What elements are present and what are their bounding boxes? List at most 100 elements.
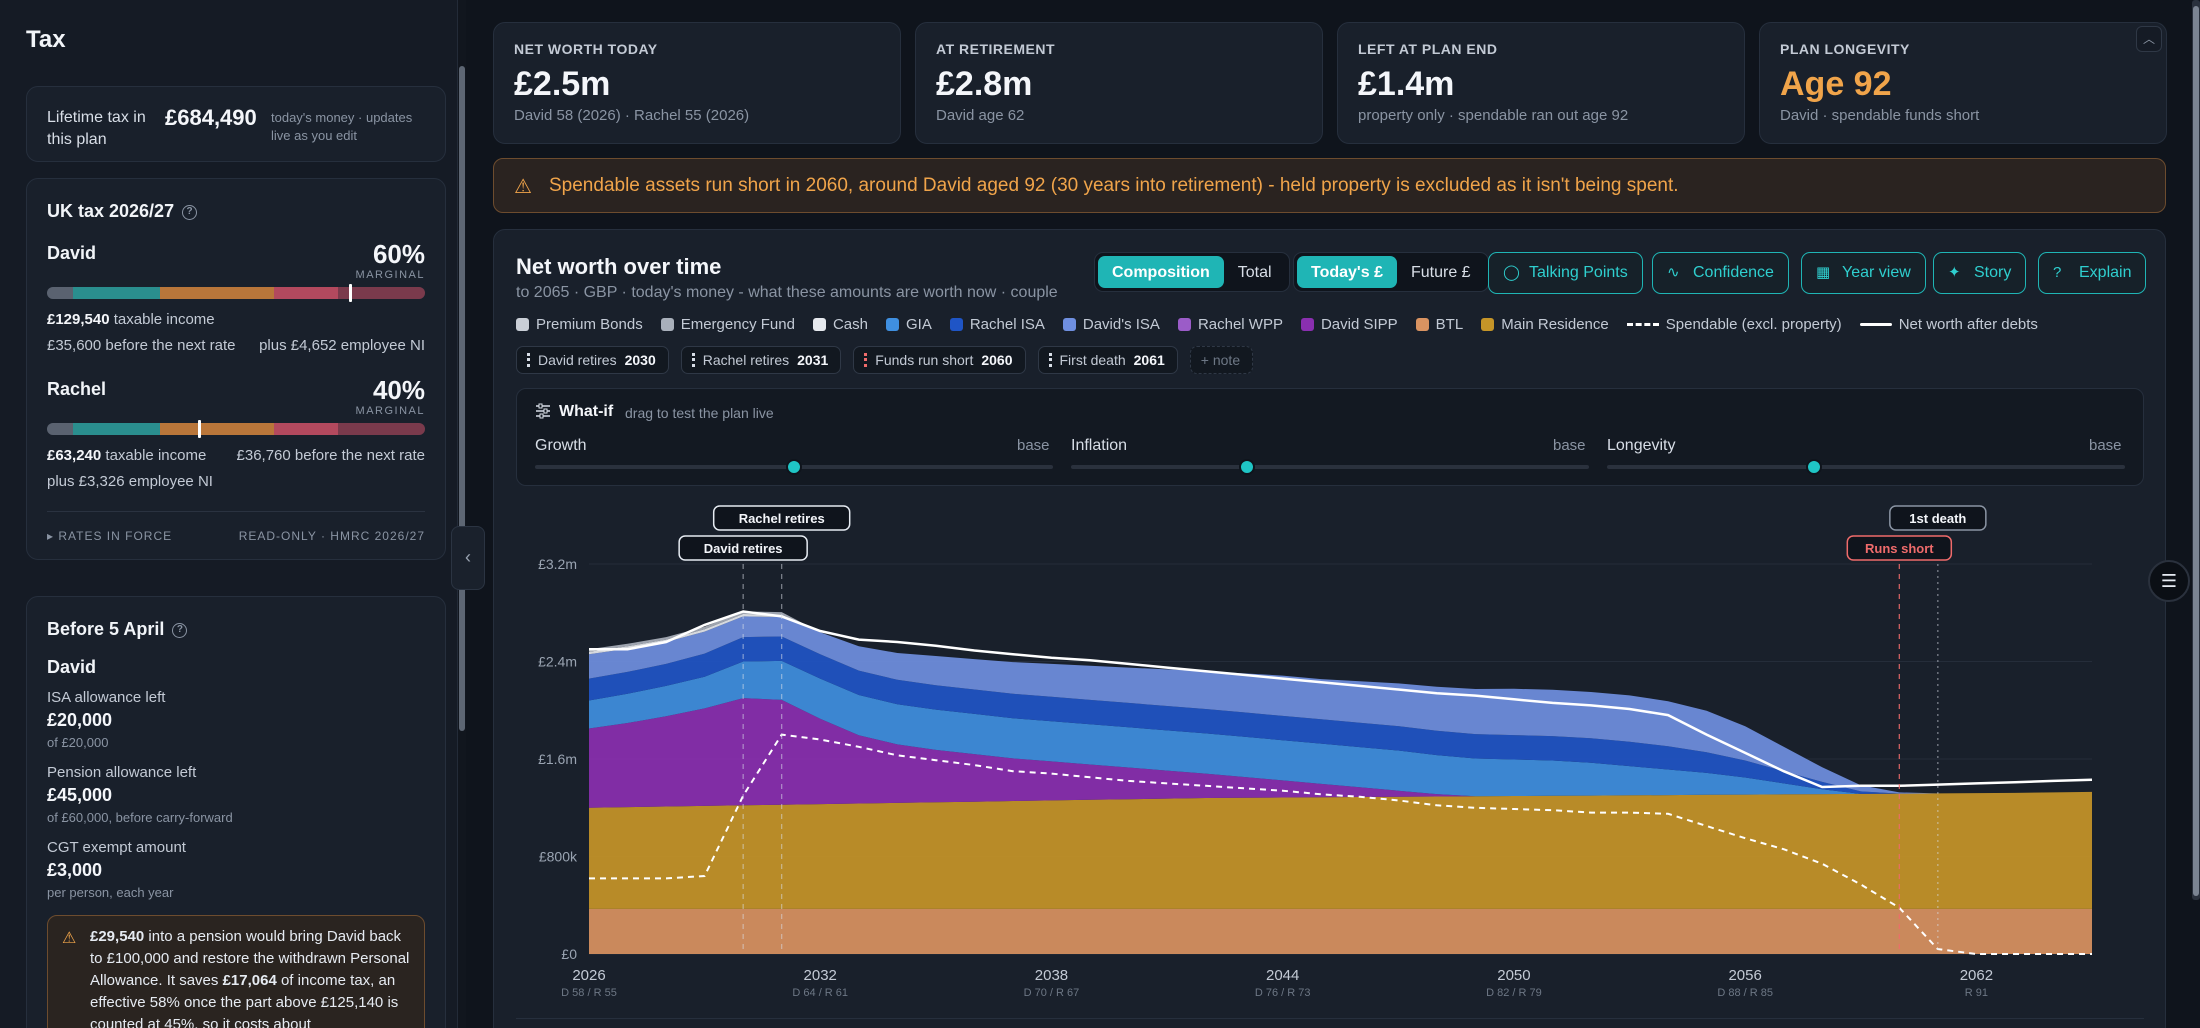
x-tick-label: 2062 [1960, 967, 1993, 984]
area-rachel-isa [589, 636, 2092, 794]
marginal-rate-david: 60% [372, 239, 425, 269]
todays-money-tab[interactable]: Today's £ [1297, 256, 1397, 288]
legend-item[interactable]: David SIPP [1300, 316, 1398, 333]
legend-item[interactable]: Cash [812, 316, 868, 333]
talking-points-button[interactable]: ◯ Talking Points [1488, 252, 1643, 294]
legend-item[interactable]: David's ISA [1062, 316, 1160, 333]
tax-band-bar-rachel [47, 423, 425, 435]
legend-item[interactable]: Spendable (excl. property) [1626, 316, 1842, 333]
before-april-title: Before 5 April? [47, 619, 188, 640]
spendable-line [589, 733, 2092, 955]
drag-handle-icon [1048, 353, 1052, 367]
confidence-button[interactable]: ∿ Confidence [1652, 252, 1789, 294]
add-note-button[interactable]: + note [1189, 346, 1254, 374]
event-marker-label: Rachel retires [739, 511, 825, 526]
net-worth-line [589, 610, 2093, 789]
lifetime-tax-note: today's money · updates live as you edit [271, 110, 413, 143]
inflation-slider-knob[interactable] [1239, 459, 1256, 475]
area-david-sipp [589, 698, 2092, 808]
kpi-value: £1.4m [1358, 65, 1455, 103]
legend-line-swatch [1859, 323, 1892, 326]
legend-label: Premium Bonds [536, 316, 643, 333]
longevity-slider-track[interactable] [1607, 465, 2125, 469]
pension-tip-text: £29,540 into a pension would bring David… [90, 928, 410, 1028]
y-tick-label: £0 [561, 946, 577, 962]
y-tick-label: £3.2m [538, 556, 577, 572]
chat-icon: ◯ [1503, 264, 1520, 281]
rates-in-force-toggle[interactable]: ▸ RATES IN FORCE [47, 529, 173, 543]
longevity-slider-knob[interactable] [1806, 459, 1823, 475]
sparkle-icon: ✦ [1948, 264, 1961, 281]
growth-slider-knob[interactable] [786, 459, 802, 475]
main-scroll-thumb[interactable] [2193, 6, 2199, 896]
x-tick-sublabel: D 64 / R 61 [792, 987, 848, 999]
explain-button[interactable]: ? Explain [2038, 252, 2147, 294]
story-button[interactable]: ✦ Story [1933, 252, 2027, 294]
legend-item[interactable]: BTL [1415, 316, 1463, 333]
legend-item[interactable]: Net worth after debts [1859, 316, 2038, 333]
x-tick-label: 2050 [1497, 967, 1530, 984]
help-icon[interactable]: ? [172, 622, 188, 638]
floating-menu-button[interactable]: ☰ [2148, 560, 2190, 602]
event-marker-badge [1846, 535, 1953, 561]
legend-item[interactable]: Rachel ISA [949, 316, 1045, 333]
what-if-panel: What-if drag to test the plan live Growt… [516, 388, 2144, 486]
legend-item[interactable]: Emergency Fund [660, 316, 795, 333]
chip-rachel-retires[interactable]: Rachel retires 2031 [680, 346, 842, 374]
shortfall-alert-text: Spendable assets run short in 2060, arou… [549, 175, 1679, 196]
legend-label: Emergency Fund [680, 316, 795, 333]
y-tick-label: £1.6m [538, 751, 577, 767]
isa-allowance-value: £20,000 [47, 710, 113, 730]
what-if-hint: drag to test the plan live [625, 405, 774, 421]
chip-funds-run-short[interactable]: Funds run short 2060 [853, 346, 1026, 374]
event-marker-badge [1889, 505, 1987, 531]
inflation-slider-track[interactable] [1071, 465, 1589, 469]
help-icon[interactable]: ? [182, 204, 198, 220]
panel-divider [516, 1018, 2144, 1019]
kpi-sub: David age 62 [936, 107, 1025, 124]
chevron-left-icon: ‹ [465, 547, 471, 567]
sidebar-scroll-thumb[interactable] [459, 66, 465, 731]
chevron-up-icon: ︿ [2142, 32, 2155, 46]
kpi-at-retirement: AT RETIREMENT £2.8m David age 62 [915, 22, 1323, 144]
area-gia [589, 660, 2092, 797]
kpi-plan-longevity: PLAN LONGEVITY Age 92 David · spendable … [1759, 22, 2167, 144]
x-tick-label: 2026 [572, 967, 605, 984]
legend-label: Spendable (excl. property) [1665, 316, 1842, 333]
taxable-income-david: £129,540 taxable income [47, 311, 215, 328]
view-mode-toggle: Composition Total [1094, 252, 1290, 292]
year-view-button[interactable]: ▦ Year view [1801, 252, 1926, 294]
collapse-sidebar-button[interactable]: ‹ [451, 526, 485, 590]
legend-label: Rachel WPP [1197, 316, 1283, 333]
help-circle-icon: ? [2053, 264, 2062, 281]
area-btl [589, 908, 2092, 954]
composition-tab[interactable]: Composition [1098, 256, 1224, 288]
legend-item[interactable]: Rachel WPP [1177, 316, 1283, 333]
kpi-net-worth-today: NET WORTH TODAY £2.5m David 58 (2026) · … [493, 22, 901, 144]
collapse-kpis-button[interactable]: ︿ [2136, 26, 2162, 52]
marginal-rate-rachel: 40% [372, 375, 425, 405]
sliders-icon [536, 403, 550, 419]
legend-swatch [1481, 318, 1495, 331]
net-worth-chart[interactable]: £0 £800k £1.6m £2.4m £3.2m David retires Rache… [494, 500, 2167, 1020]
chip-first-death[interactable]: First death 2061 [1037, 346, 1178, 374]
chart-legend: Premium Bonds Emergency Fund Cash GIA Rachel… [516, 316, 2038, 333]
x-tick-label: 2044 [1266, 967, 1299, 984]
sidebar-title: Tax [26, 26, 66, 53]
kpi-label: PLAN LONGEVITY [1780, 41, 1910, 57]
y-tick-label: £2.4m [538, 654, 577, 670]
income-marker-rachel [198, 420, 202, 438]
legend-item[interactable]: Main Residence [1481, 316, 1609, 333]
inflation-base: base [1553, 437, 1586, 454]
future-money-tab[interactable]: Future £ [1410, 264, 1471, 281]
legend-line-swatch [1626, 323, 1659, 326]
x-tick-sublabel: D 82 / R 79 [1486, 987, 1542, 999]
chip-david-retires[interactable]: David retires 2030 [516, 346, 669, 374]
area-main-residence [589, 791, 2092, 909]
warning-icon: ⚠ [514, 176, 532, 198]
pension-allowance-sub: of £60,000, before carry-forward [47, 810, 233, 825]
total-tab[interactable]: Total [1237, 264, 1272, 281]
legend-item[interactable]: Premium Bonds [516, 316, 643, 333]
event-marker-badge [712, 505, 851, 531]
legend-item[interactable]: GIA [885, 316, 932, 333]
